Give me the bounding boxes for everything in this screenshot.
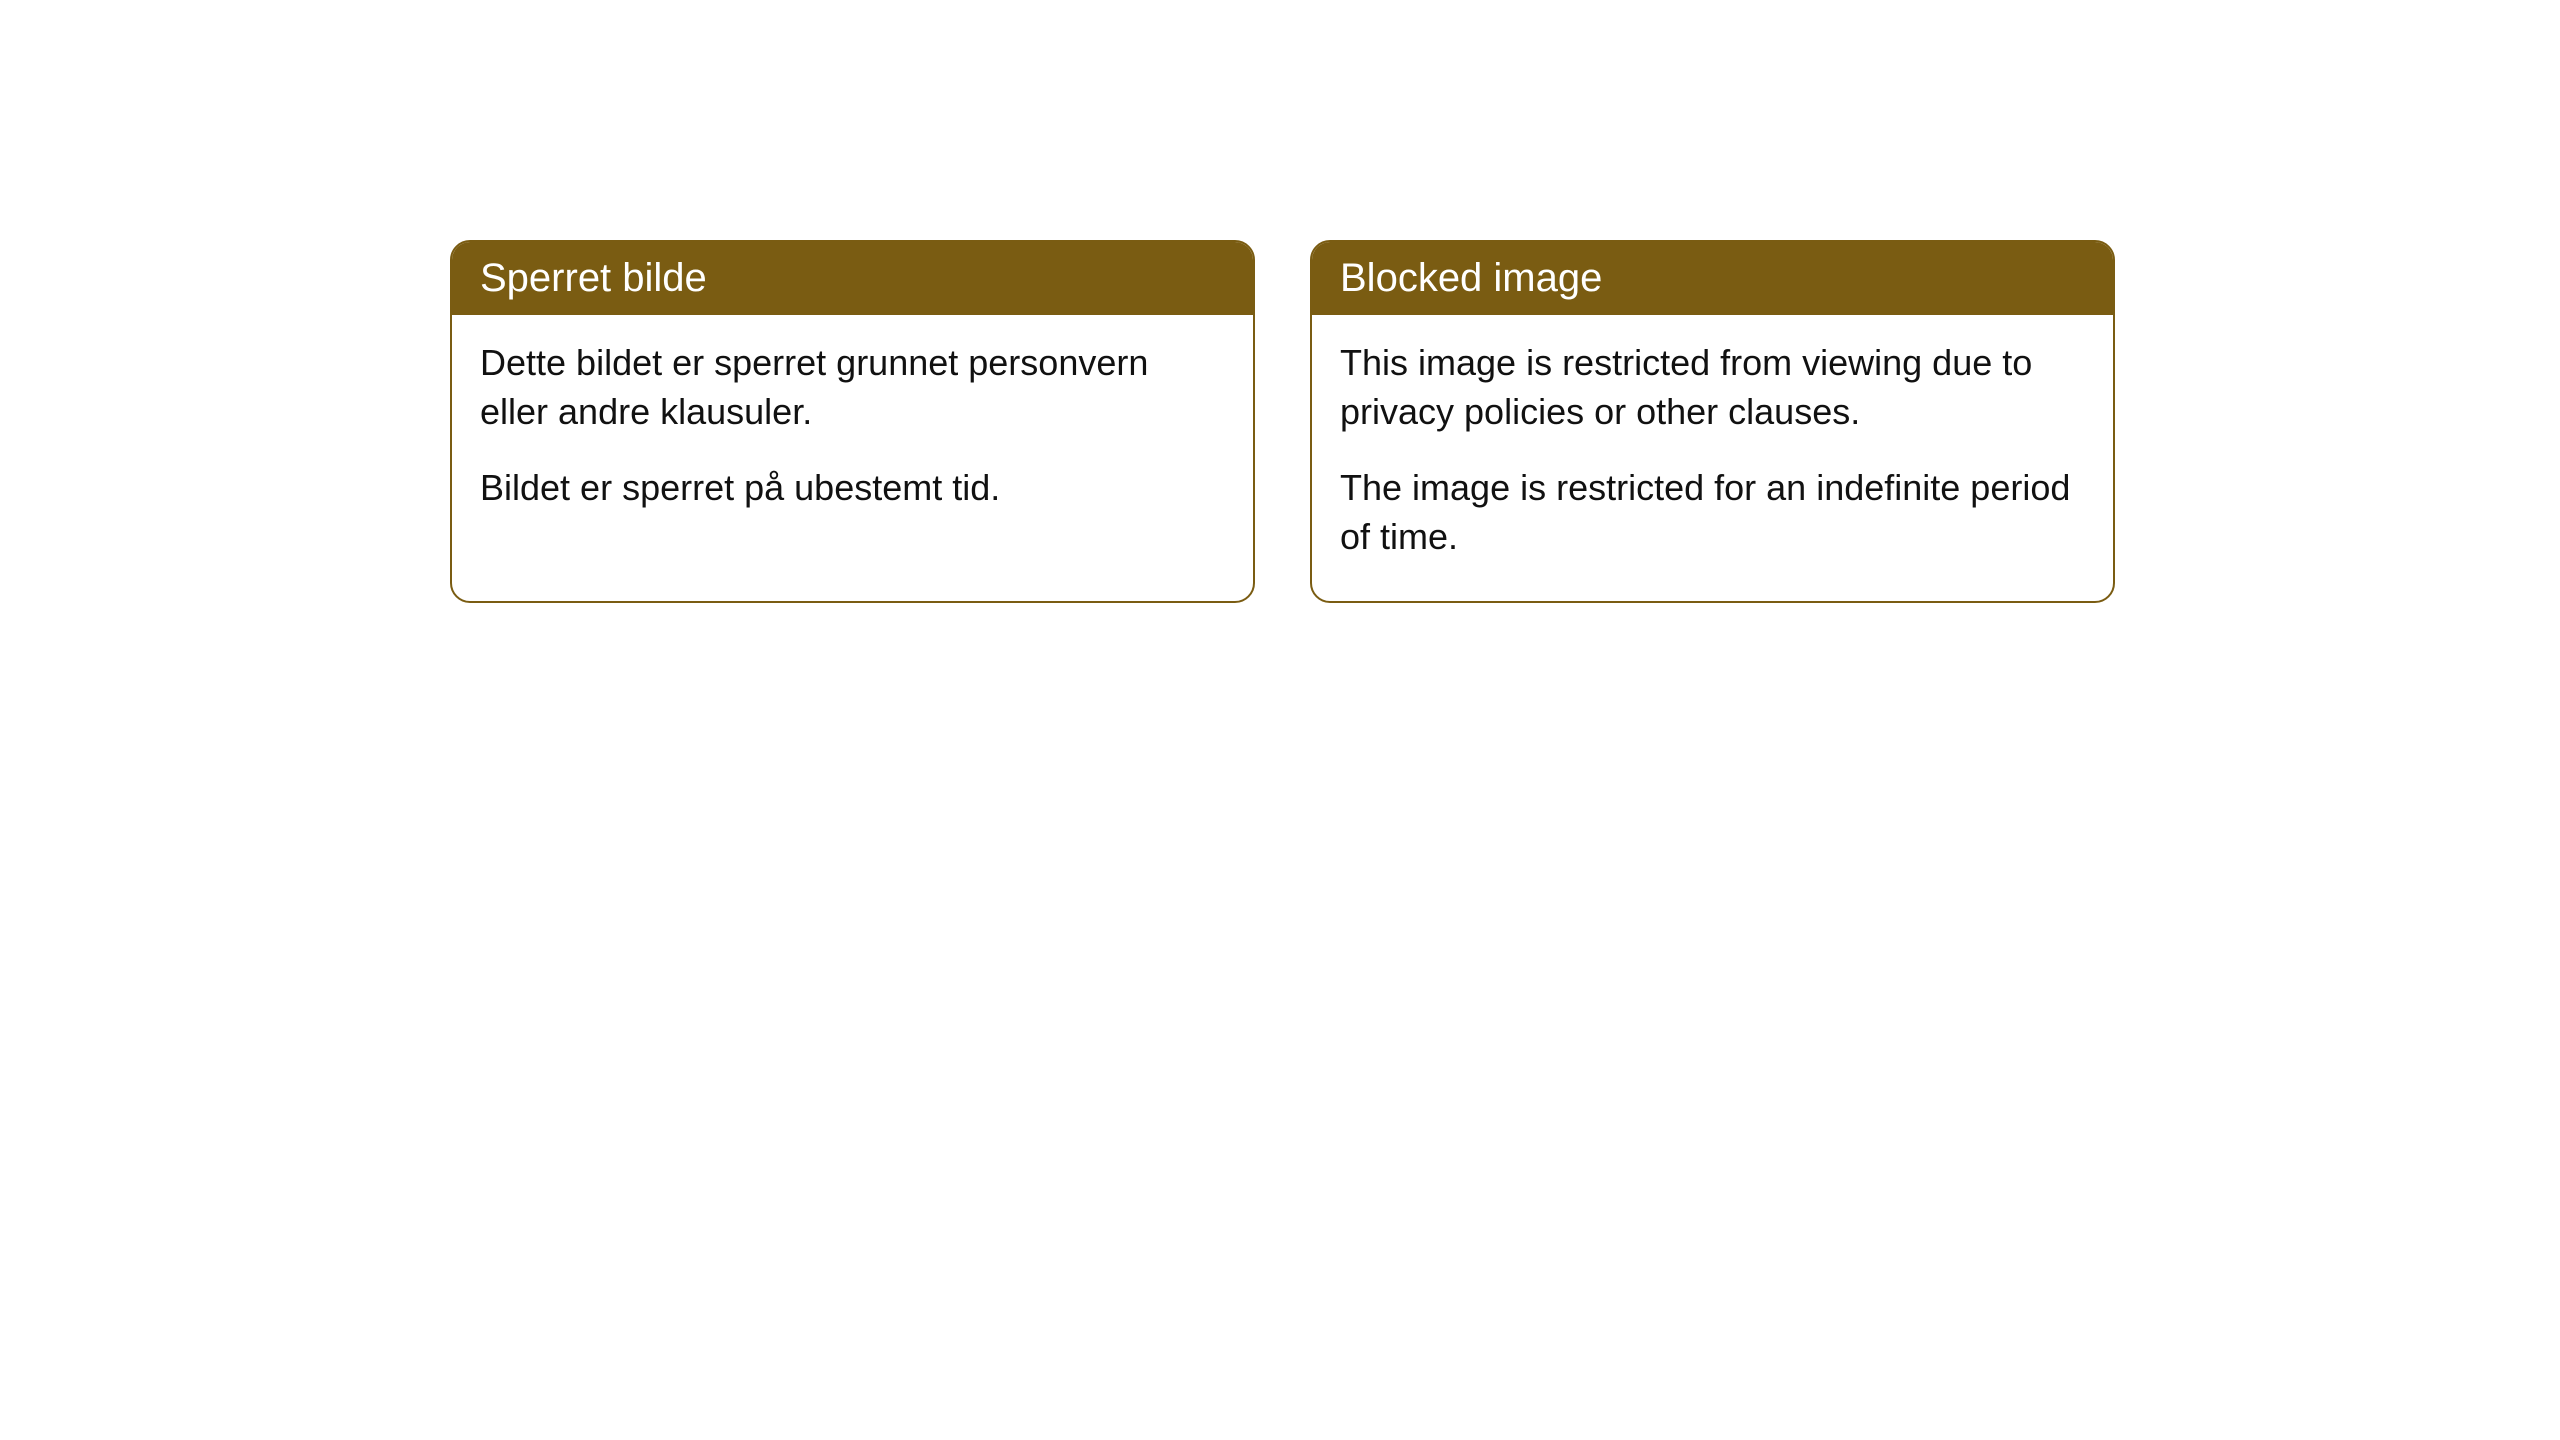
card-paragraph: This image is restricted from viewing du… bbox=[1340, 339, 2085, 436]
notice-container: Sperret bilde Dette bildet er sperret gr… bbox=[450, 240, 2115, 603]
card-paragraph: Bildet er sperret på ubestemt tid. bbox=[480, 464, 1225, 513]
card-paragraph: Dette bildet er sperret grunnet personve… bbox=[480, 339, 1225, 436]
card-header: Blocked image bbox=[1312, 242, 2113, 315]
card-paragraph: The image is restricted for an indefinit… bbox=[1340, 464, 2085, 561]
card-header: Sperret bilde bbox=[452, 242, 1253, 315]
notice-card-english: Blocked image This image is restricted f… bbox=[1310, 240, 2115, 603]
card-body: Dette bildet er sperret grunnet personve… bbox=[452, 315, 1253, 553]
notice-card-norwegian: Sperret bilde Dette bildet er sperret gr… bbox=[450, 240, 1255, 603]
card-body: This image is restricted from viewing du… bbox=[1312, 315, 2113, 601]
